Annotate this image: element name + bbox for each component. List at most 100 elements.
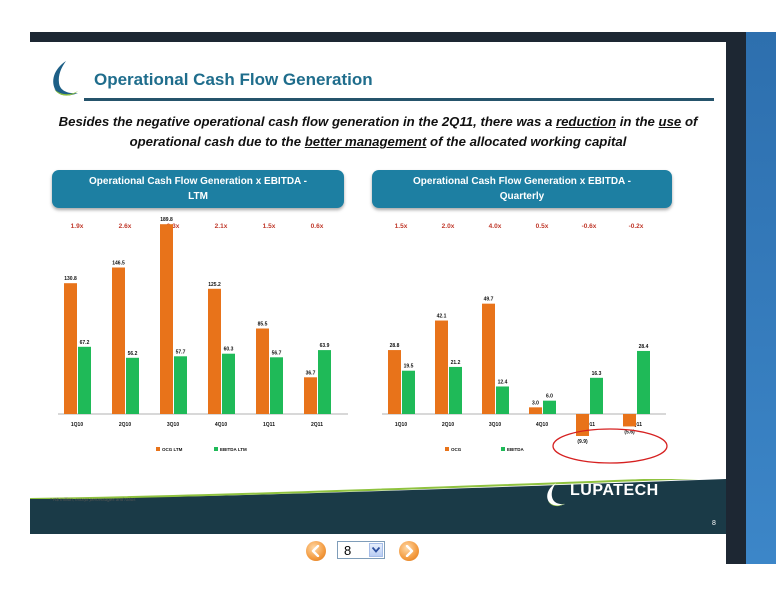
page-select[interactable]: 8 xyxy=(337,541,385,559)
quarterly-data-label: (9.9) xyxy=(577,439,588,445)
ltm-bar-ebitda xyxy=(318,350,331,414)
ltm-bar-occ xyxy=(112,267,125,414)
footer-band xyxy=(30,499,726,534)
ltm-bar-ebitda xyxy=(78,346,91,414)
chart-quarterly-title-line1: Operational Cash Flow Generation x EBITD… xyxy=(413,176,631,187)
slide-subtitle: Besides the negative operational cash fl… xyxy=(58,114,698,149)
viewer-right-frame xyxy=(726,32,746,564)
quarterly-bar-ebitda xyxy=(637,350,650,414)
quarterly-data-label: 42.1 xyxy=(437,314,447,320)
ltm-data-label: 189.8 xyxy=(160,217,173,223)
ltm-x-tick-label: 3Q10 xyxy=(167,422,179,428)
slide-title: Operational Cash Flow Generation xyxy=(94,70,373,89)
quarterly-ratio-label: -0.6x xyxy=(582,223,597,230)
quarterly-bar-occ xyxy=(435,320,448,414)
chevron-down-icon xyxy=(372,547,380,553)
ltm-x-tick-label: 1Q10 xyxy=(71,422,83,428)
quarterly-ratio-label: 0.5x xyxy=(536,223,549,230)
ltm-data-label: 67.2 xyxy=(80,340,90,346)
quarterly-bar-occ xyxy=(576,414,589,436)
quarterly-ratio-label: 4.0x xyxy=(489,223,502,230)
quarterly-ratio-label: 2.0x xyxy=(442,223,455,230)
quarterly-data-label: 6.0 xyxy=(546,394,553,400)
prev-slide-button[interactable] xyxy=(306,541,326,561)
ltm-data-label: 56.7 xyxy=(272,350,282,356)
quarterly-x-tick-label: 3Q10 xyxy=(489,422,501,428)
quarterly-data-label: 21.2 xyxy=(451,360,461,366)
quarterly-bar-ebitda xyxy=(590,377,603,414)
quarterly-x-tick-label: 2Q11 xyxy=(630,422,642,428)
ltm-bar-ebitda xyxy=(222,353,235,414)
quarterly-data-label: 12.4 xyxy=(498,379,508,385)
highlight-circle xyxy=(552,428,668,464)
ltm-ratio-label: 3.3x xyxy=(167,223,180,230)
ltm-bar-occ xyxy=(256,328,269,414)
lupatech-logo-icon xyxy=(53,61,78,96)
ltm-bar-occ xyxy=(304,377,317,414)
brand-name: LUPATECH xyxy=(570,482,659,499)
footnote: * R$ million, except percentages and rat… xyxy=(50,497,136,502)
slide-page-number: 8 xyxy=(712,520,716,527)
ltm-data-label: 63.9 xyxy=(320,343,330,349)
ltm-legend-label: OCG LTM xyxy=(162,447,183,452)
ltm-bar-occ xyxy=(64,283,77,414)
chart-ltm-title-line1: Operational Cash Flow Generation x EBITD… xyxy=(89,176,307,187)
ltm-x-tick-label: 2Q11 xyxy=(311,422,323,428)
ltm-legend-swatch xyxy=(214,447,218,451)
ltm-bar-ebitda xyxy=(270,357,283,414)
quarterly-legend-swatch xyxy=(501,447,505,451)
ltm-bar-ebitda xyxy=(126,357,139,414)
ltm-legend-swatch xyxy=(156,447,160,451)
ltm-ratio-label: 1.5x xyxy=(263,223,276,230)
quarterly-bar-occ xyxy=(623,414,636,427)
ltm-data-label: 36.7 xyxy=(306,370,316,376)
ltm-data-label: 56.2 xyxy=(128,351,138,357)
quarterly-bar-ebitda xyxy=(496,386,509,414)
quarterly-data-label: 16.3 xyxy=(592,371,602,377)
page-select-value: 8 xyxy=(344,543,352,558)
quarterly-ratio-label: 1.5x xyxy=(395,223,408,230)
quarterly-ratio-label: -0.2x xyxy=(629,223,644,230)
ltm-data-label: 146.5 xyxy=(112,261,125,267)
next-slide-button[interactable] xyxy=(399,541,419,561)
quarterly-x-tick-label: 2Q10 xyxy=(442,422,454,428)
ltm-legend-label: EBITDA LTM xyxy=(220,447,247,452)
quarterly-bar-occ xyxy=(482,303,495,414)
chart-quarterly-title-line2: Quarterly xyxy=(499,191,545,202)
ltm-x-tick-label: 4Q10 xyxy=(215,422,227,428)
quarterly-legend-label: OCG xyxy=(451,447,462,452)
quarterly-bar-ebitda xyxy=(402,370,415,414)
title-divider xyxy=(84,98,714,101)
ltm-x-tick-label: 2Q10 xyxy=(119,422,131,428)
ltm-ratio-label: 2.6x xyxy=(119,223,132,230)
quarterly-bar-ebitda xyxy=(543,400,556,414)
charts-canvas: 1Q10 1.9x 130.8 67.2 2Q10 2.6x 146.5 56.2 3Q10 3.… xyxy=(58,217,668,464)
quarterly-legend-swatch xyxy=(445,447,449,451)
quarterly-data-label: (5.6) xyxy=(624,429,635,435)
quarterly-data-label: 49.7 xyxy=(484,297,494,303)
ltm-data-label: 85.5 xyxy=(258,322,268,328)
slide-footer xyxy=(30,479,726,534)
quarterly-x-tick-label: 1Q11 xyxy=(583,422,595,428)
quarterly-data-label: 19.5 xyxy=(404,364,414,370)
quarterly-bar-occ xyxy=(388,350,401,414)
ltm-bar-occ xyxy=(160,224,173,414)
right-arrow-icon xyxy=(405,545,414,557)
quarterly-bar-occ xyxy=(529,407,542,414)
left-arrow-icon xyxy=(311,545,320,557)
quarterly-x-tick-label: 4Q10 xyxy=(536,422,548,428)
viewer-scrollbar[interactable] xyxy=(746,32,776,564)
slide: Operational Cash Flow Generation Besides… xyxy=(30,42,726,534)
quarterly-x-tick-label: 1Q10 xyxy=(395,422,407,428)
ltm-data-label: 130.8 xyxy=(64,276,77,282)
quarterly-data-label: 28.8 xyxy=(390,343,400,349)
page-select-dropdown-button[interactable] xyxy=(369,543,383,557)
ltm-data-label: 125.2 xyxy=(208,282,221,288)
ltm-ratio-label: 2.1x xyxy=(215,223,228,230)
ltm-data-label: 60.3 xyxy=(224,347,234,353)
chart-ltm-title-line2: LTM xyxy=(188,191,208,202)
quarterly-bar-ebitda xyxy=(449,366,462,414)
chart-ltm-title: Operational Cash Flow Generation x EBITD… xyxy=(52,170,344,208)
quarterly-data-label: 28.4 xyxy=(639,344,649,350)
quarterly-data-label: 3.0 xyxy=(532,400,539,406)
